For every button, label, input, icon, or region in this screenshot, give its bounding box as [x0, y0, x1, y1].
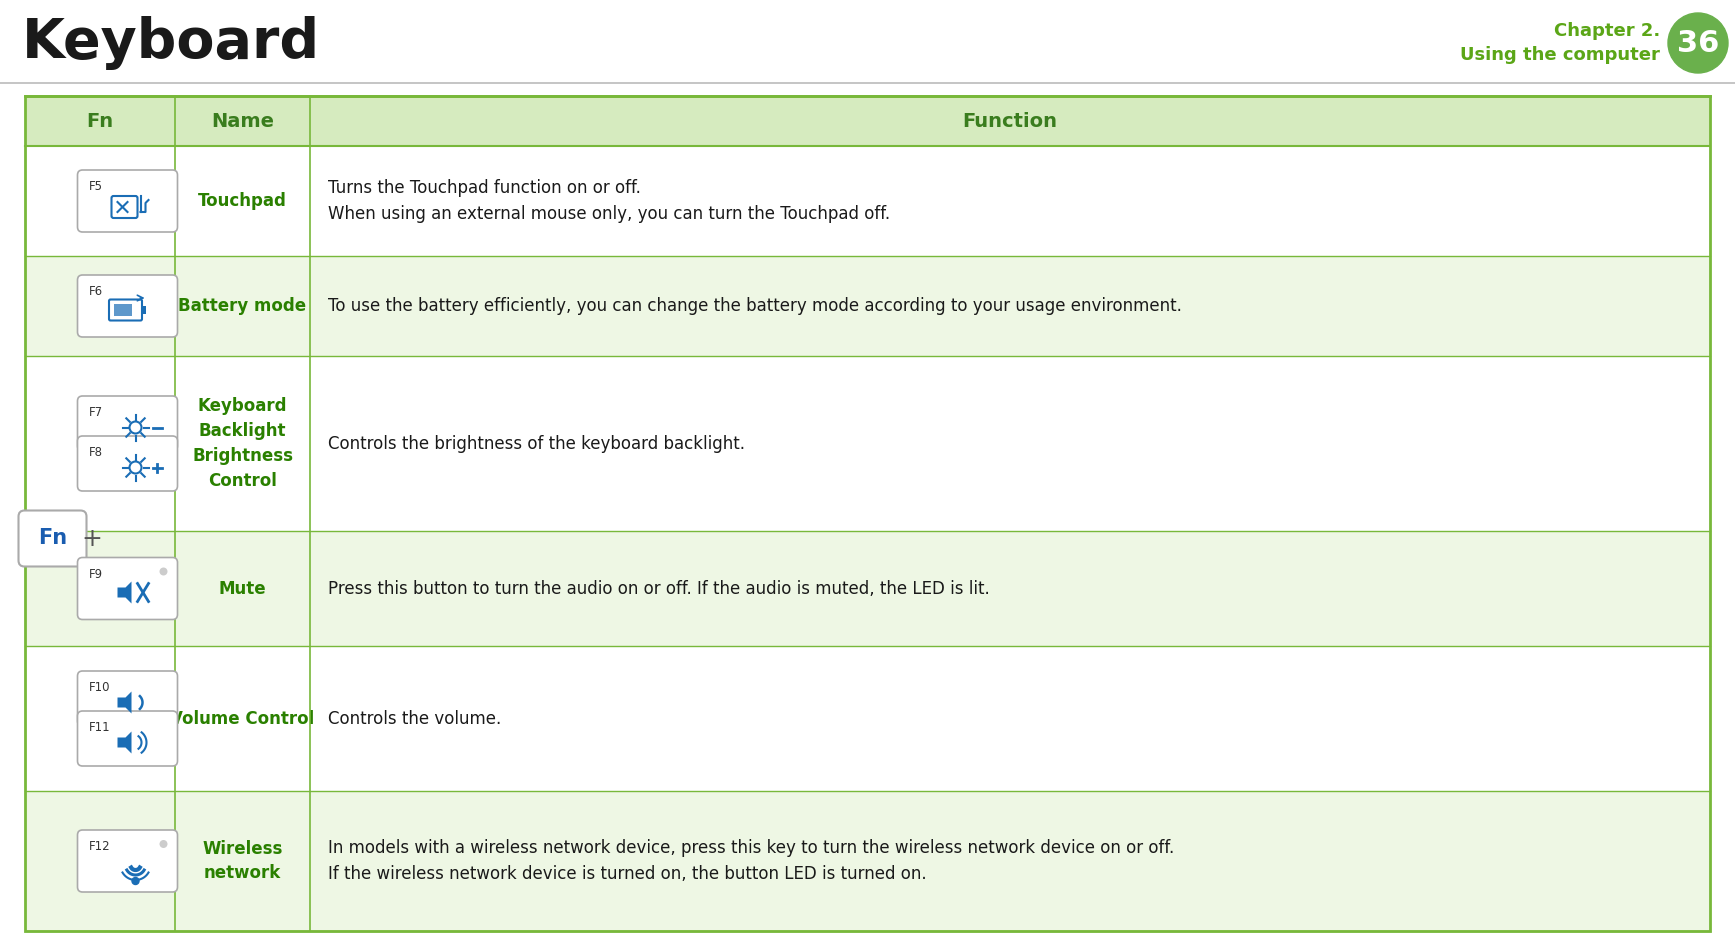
Text: F5: F5 [88, 180, 102, 193]
Bar [24, 96, 1711, 146]
Text: Press this button to turn the audio on or off. If the audio is muted, the LED is: Press this button to turn the audio on o… [328, 580, 989, 598]
FancyBboxPatch shape [78, 711, 177, 766]
Text: Name: Name [212, 111, 274, 131]
Text: F7: F7 [88, 406, 102, 419]
Text: Battery mode: Battery mode [179, 297, 307, 315]
Text: Chapter 2.: Chapter 2. [1555, 22, 1660, 40]
Bar [24, 146, 1711, 256]
Text: 36: 36 [1676, 28, 1719, 57]
FancyBboxPatch shape [78, 830, 177, 892]
Text: To use the battery efficiently, you can change the battery mode according to you: To use the battery efficiently, you can … [328, 297, 1182, 315]
Bar [141, 306, 146, 314]
Text: Volume Control: Volume Control [170, 710, 314, 727]
Polygon shape [118, 582, 132, 603]
Text: Controls the brightness of the keyboard backlight.: Controls the brightness of the keyboard … [328, 435, 744, 453]
Bar [24, 256, 1711, 356]
FancyBboxPatch shape [78, 275, 177, 337]
Text: Wireless
network: Wireless network [203, 839, 283, 883]
FancyBboxPatch shape [78, 671, 177, 726]
Circle shape [160, 567, 168, 576]
Circle shape [1667, 13, 1728, 73]
Text: Mute: Mute [219, 580, 265, 598]
Circle shape [132, 878, 139, 885]
Text: Fn: Fn [87, 111, 113, 131]
Text: Controls the volume.: Controls the volume. [328, 710, 501, 727]
Text: F12: F12 [88, 840, 109, 853]
Bar [24, 791, 1711, 931]
Polygon shape [118, 731, 132, 754]
Text: In models with a wireless network device, press this key to turn the wireless ne: In models with a wireless network device… [328, 839, 1175, 883]
FancyBboxPatch shape [19, 511, 87, 566]
Text: Turns the Touchpad function on or off.
When using an external mouse only, you ca: Turns the Touchpad function on or off. W… [328, 179, 890, 223]
Text: Touchpad: Touchpad [198, 192, 286, 210]
Text: Using the computer: Using the computer [1461, 46, 1660, 64]
FancyBboxPatch shape [78, 396, 177, 451]
Bar [24, 356, 1711, 531]
Text: Function: Function [963, 111, 1058, 131]
FancyBboxPatch shape [78, 170, 177, 232]
Text: F9: F9 [88, 567, 102, 581]
FancyBboxPatch shape [78, 436, 177, 491]
Bar [24, 646, 1711, 791]
Text: F8: F8 [88, 446, 102, 459]
Polygon shape [118, 692, 132, 713]
Bar [24, 96, 1711, 931]
Text: F11: F11 [88, 721, 109, 734]
Text: Keyboard
Backlight
Brightness
Control: Keyboard Backlight Brightness Control [193, 397, 293, 490]
Text: F6: F6 [88, 285, 102, 298]
Text: +: + [82, 527, 102, 550]
Bar [113, 304, 132, 316]
Text: Fn: Fn [38, 529, 68, 549]
Text: F10: F10 [88, 681, 109, 694]
Text: Keyboard: Keyboard [23, 16, 321, 70]
Circle shape [160, 840, 168, 848]
Bar [24, 531, 1711, 646]
FancyBboxPatch shape [78, 557, 177, 619]
